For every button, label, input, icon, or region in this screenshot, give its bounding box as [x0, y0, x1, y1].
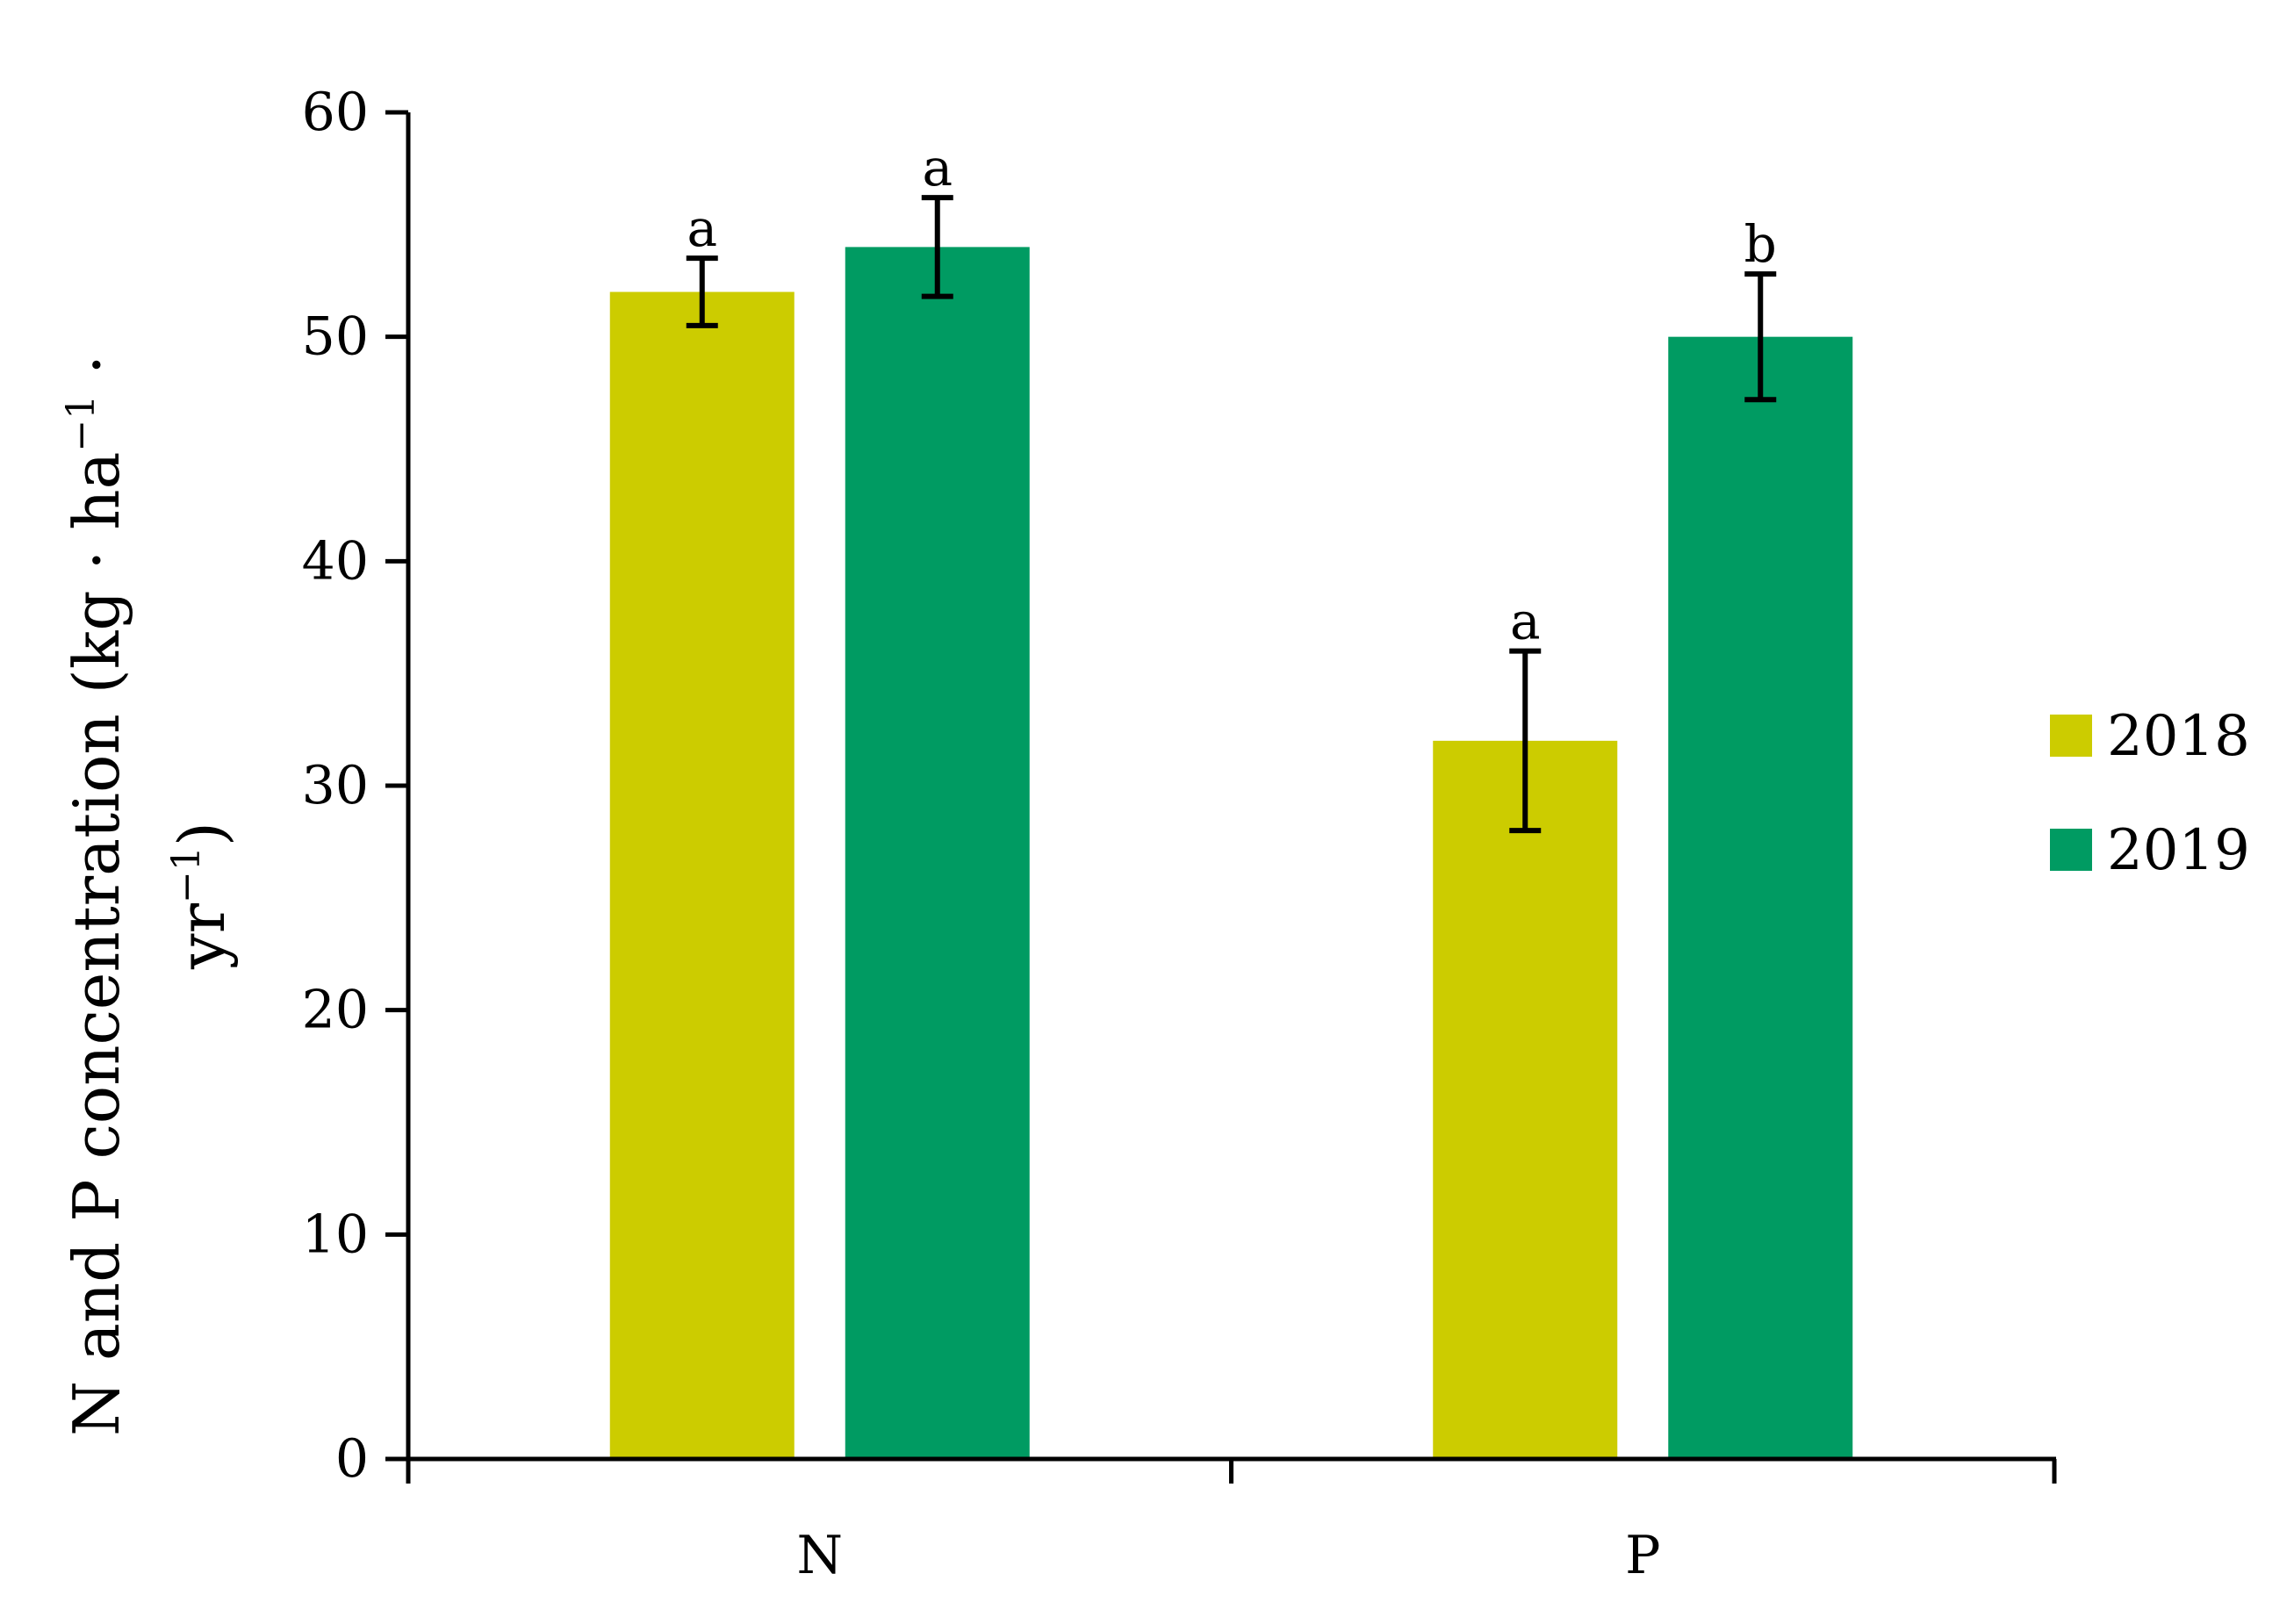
- bar-2019-P: [1668, 336, 1853, 1460]
- bar-2018-P: [1433, 740, 1618, 1459]
- y-tick-label-10: 10: [302, 1204, 369, 1265]
- y-tick-label-60: 60: [302, 82, 369, 143]
- y-axis-title-line-2: yr−1): [164, 822, 239, 970]
- significance-letter-2018-N: a: [687, 198, 717, 258]
- legend-label-2018: 2018: [2107, 704, 2250, 769]
- error-bar-2019-P: [1744, 271, 1777, 403]
- significance-letter-2019-N: a: [922, 138, 953, 198]
- y-tick-label-20: 20: [302, 980, 369, 1041]
- significance-letter-2018-P: a: [1510, 592, 1541, 651]
- x-tick-label-P: P: [1625, 1525, 1660, 1586]
- error-bar-2019-N: [921, 195, 953, 299]
- bar-2018-N: [609, 291, 795, 1459]
- error-bar-2018-P: [1509, 648, 1542, 834]
- plot-area: a a Na b P 0 10 20 30 40 50 60: [302, 82, 2057, 1586]
- error-bar-2018-N: [686, 255, 718, 328]
- x-tick-label-N: N: [797, 1525, 844, 1586]
- y-tick-label-40: 40: [302, 530, 369, 592]
- legend: 2018 2019: [2050, 704, 2250, 883]
- legend-label-2019: 2019: [2107, 818, 2250, 883]
- legend-swatch-2019: [2050, 829, 2092, 871]
- legend-swatch-2018: [2050, 715, 2092, 757]
- significance-letter-2019-P: b: [1744, 214, 1777, 274]
- y-tick-label-30: 30: [302, 755, 369, 816]
- y-axis-title-line-1: N and P concentration (kg · ha−1 ·: [59, 355, 133, 1436]
- y-axis-title: N and P concentration (kg · ha−1 · yr−1): [59, 355, 239, 1436]
- y-tick-label-0: 0: [335, 1428, 369, 1490]
- y-tick-label-50: 50: [302, 306, 369, 368]
- bar-2019-N: [845, 247, 1030, 1459]
